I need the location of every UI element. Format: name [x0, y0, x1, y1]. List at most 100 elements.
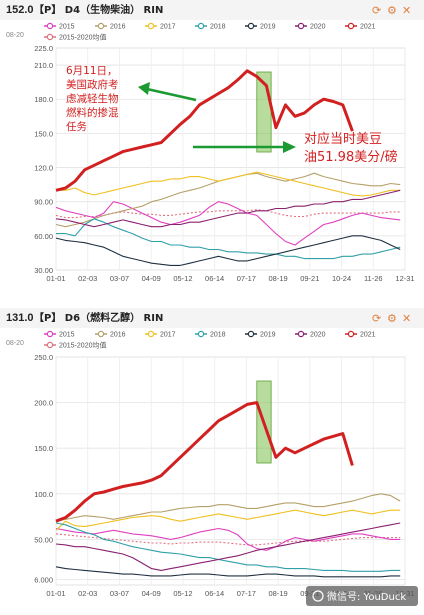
legend-label: 2018	[210, 24, 226, 31]
x-tick-label: 01-01	[46, 589, 65, 598]
legend-label: 2015-2020均值	[59, 33, 106, 42]
annotation-line: 6月11日，	[66, 65, 118, 77]
close-icon[interactable]: ✕	[402, 312, 411, 325]
series-line-2019	[55, 235, 401, 266]
legend-item[interactable]: 2015	[44, 22, 75, 31]
arrow-shaft	[146, 87, 197, 102]
legend-item[interactable]: 2017	[145, 330, 176, 339]
annotation-line: 燃料的掺混	[66, 106, 119, 119]
legend-item[interactable]: 2018	[195, 22, 226, 31]
annotation-line: 对应当时美豆	[304, 131, 382, 147]
legend: 2015 2016 2017 2018 2019 2020 2021 2015-2020均值	[44, 330, 376, 350]
legend-swatch-marker	[46, 330, 54, 338]
legend-label: 2019	[260, 24, 276, 31]
x-tick-label: 03-07	[110, 274, 129, 283]
legend-item[interactable]: 2019	[245, 22, 276, 31]
y-tick-label: 100.0	[34, 490, 53, 499]
latest-date: 08-20	[6, 340, 24, 347]
y-tick-label: 210.0	[34, 61, 53, 70]
series-line-2015	[55, 201, 401, 246]
y-tick-label: 60.00	[34, 232, 53, 241]
watermark: 微信号: YouDuck	[306, 586, 418, 606]
y-tick-label: 6.000	[34, 576, 53, 585]
x-tick-label: 04-09	[142, 589, 161, 598]
legend-label: 2016	[110, 332, 126, 339]
legend-item[interactable]: 2020	[295, 22, 326, 31]
legend-label: 2021	[360, 24, 376, 31]
series-line-2020	[55, 522, 401, 571]
chart-code-title: 【P】 D6（燃料乙醇） RIN	[34, 311, 163, 324]
x-tick-label: 12-31	[395, 274, 414, 283]
x-tick-label: 05-12	[173, 274, 192, 283]
header-background	[0, 308, 424, 328]
series-line-2017	[55, 509, 401, 531]
legend-label: 2020	[310, 24, 326, 31]
legend-swatch-marker	[46, 22, 54, 30]
annotation-line: 油51.98美分/磅	[304, 149, 398, 165]
series-line-2017	[56, 171, 401, 197]
y-tick-label: 90.00	[34, 198, 53, 207]
legend-swatch-marker	[147, 22, 155, 30]
legend-item[interactable]: 2021	[345, 330, 376, 339]
series-line-2016	[55, 493, 401, 522]
y-axis: 6.000 50.00 100.0 150.0 200.0 250.0	[34, 353, 405, 585]
legend-item[interactable]: 2016	[95, 330, 126, 339]
legend-item[interactable]: 2015-2020均值	[44, 341, 106, 350]
legend-item[interactable]: 2019	[245, 330, 276, 339]
legend-item[interactable]: 2015	[44, 330, 75, 339]
legend-item[interactable]: 2015-2020均值	[44, 33, 106, 42]
legend-swatch-marker	[347, 22, 355, 30]
legend-label: 2017	[160, 332, 176, 339]
legend-swatch-marker	[197, 330, 205, 338]
series-line-2021	[55, 401, 354, 523]
series-line-2020	[55, 189, 401, 228]
header-bar: 131.0 【P】 D6（燃料乙醇） RIN 08-20 ⟳ ⚙ ✕	[0, 308, 424, 347]
header-background	[0, 0, 424, 20]
x-tick-label: 06-14	[205, 589, 224, 598]
series-line-2021	[55, 69, 354, 192]
annotation-line: 任务	[66, 120, 87, 133]
legend-label: 2015	[59, 24, 75, 31]
series-group	[55, 69, 401, 266]
x-tick-label: 07-17	[237, 589, 256, 598]
latest-value: 152.0	[6, 4, 34, 16]
watermark-background	[306, 586, 418, 606]
x-tick-label: 10-24	[332, 274, 351, 283]
y-tick-label: 200.0	[34, 399, 53, 408]
legend-item[interactable]: 2020	[295, 330, 326, 339]
legend-item[interactable]: 2016	[95, 22, 126, 31]
legend-item[interactable]: 2021	[345, 22, 376, 31]
legend-swatch-marker	[247, 330, 255, 338]
legend-swatch-marker	[247, 22, 255, 30]
legend-label: 2016	[110, 24, 126, 31]
legend-label: 2017	[160, 24, 176, 31]
x-tick-label: 03-07	[110, 589, 129, 598]
legend-label: 2015	[59, 332, 75, 339]
legend-label: 2019	[260, 332, 276, 339]
x-tick-label: 07-17	[237, 274, 256, 283]
arrow-head	[283, 141, 296, 153]
refresh-icon[interactable]: ⟳	[372, 4, 381, 17]
refresh-icon[interactable]: ⟳	[372, 312, 381, 325]
series-line-2015-2020均值	[55, 209, 401, 219]
d6-rin-chart-panel: 131.0 【P】 D6（燃料乙醇） RIN 08-20 ⟳ ⚙ ✕ 2015 2016 201…	[0, 308, 424, 615]
close-icon[interactable]: ✕	[402, 4, 411, 17]
annotation-line: 虑减轻生物	[66, 92, 119, 105]
legend-swatch-marker	[97, 330, 105, 338]
settings-icon[interactable]: ⚙	[387, 312, 397, 325]
y-tick-label: 30.00	[34, 266, 53, 275]
legend-swatch-marker	[297, 22, 305, 30]
x-axis: 01-01 02-03 03-07 04-09 05-12 06-14 07-17 08-19…	[46, 48, 415, 283]
annotation-line: 美国政府考	[66, 78, 119, 91]
latest-value: 131.0	[6, 312, 34, 324]
settings-icon[interactable]: ⚙	[387, 4, 397, 17]
legend-item[interactable]: 2018	[195, 330, 226, 339]
y-tick-label: 120.0	[34, 164, 53, 173]
x-tick-label: 08-19	[268, 274, 287, 283]
legend-swatch-marker	[46, 33, 54, 41]
y-tick-label: 150.0	[34, 129, 53, 138]
legend-item[interactable]: 2017	[145, 22, 176, 31]
y-tick-label: 150.0	[34, 444, 53, 453]
